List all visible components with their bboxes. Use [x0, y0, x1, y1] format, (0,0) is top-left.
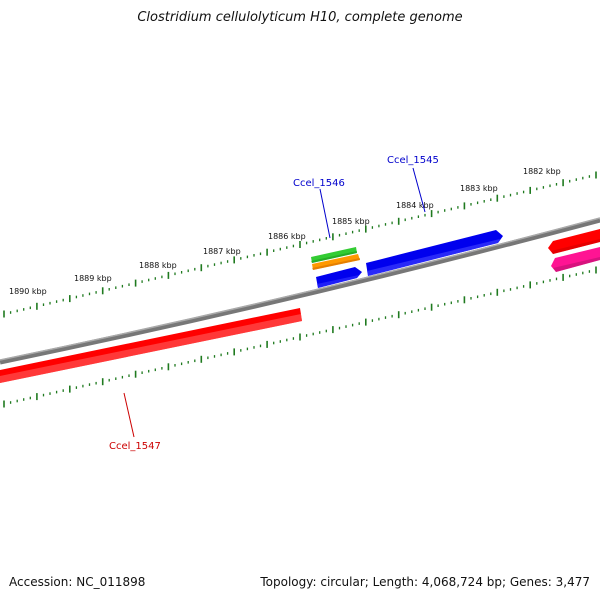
scale-label-1882: 1882 kbp [523, 167, 561, 176]
genome-summary-text: Topology: circular; Length: 4,068,724 bp… [260, 575, 590, 589]
gene-red-right[interactable] [548, 229, 600, 254]
map-title: Clostridium cellulolyticum H10, complete… [137, 10, 463, 25]
gene-ccel-1545[interactable] [366, 230, 503, 276]
gene-label-ccel-1546[interactable]: Ccel_1546 [293, 178, 345, 189]
scale-label-1890: 1890 kbp [9, 287, 47, 296]
leader-line-ccel-1545 [412, 167, 426, 213]
gene-pink-right[interactable] [551, 247, 600, 272]
gene-orange[interactable] [312, 254, 360, 270]
leader-line-ccel-1546 [319, 188, 331, 239]
scale-label-1885: 1885 kbp [332, 217, 370, 226]
gene-label-ccel-1545[interactable]: Ccel_1545 [387, 155, 439, 166]
scale-label-1883: 1883 kbp [460, 184, 498, 193]
scale-label-1886: 1886 kbp [268, 232, 306, 241]
genome-backbone [0, 217, 600, 365]
gene-ccel-1546[interactable] [311, 247, 357, 263]
scale-label-1887: 1887 kbp [203, 247, 241, 256]
leader-line-ccel-1547 [123, 392, 135, 438]
scale-label-1888: 1888 kbp [139, 261, 177, 270]
accession-text: Accession: NC_011898 [9, 575, 146, 589]
gene-ccel-1547[interactable] [0, 308, 302, 383]
scale-label-1884: 1884 kbp [396, 201, 434, 210]
gene-label-ccel-1547[interactable]: Ccel_1547 [109, 441, 161, 452]
outer-tick-ring [3, 171, 597, 318]
inner-tick-ring [3, 266, 597, 408]
gene-blue-small[interactable] [316, 267, 362, 288]
scale-label-1889: 1889 kbp [74, 274, 112, 283]
